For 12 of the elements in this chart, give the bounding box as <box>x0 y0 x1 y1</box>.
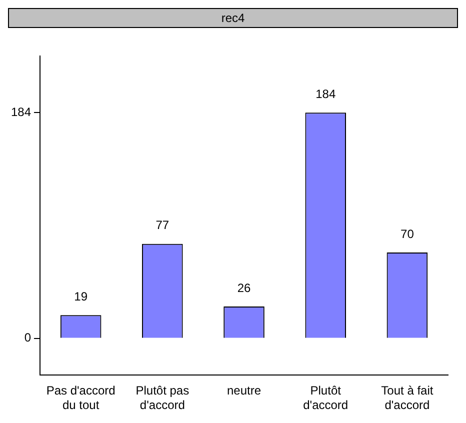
x-tick-label: Plutôt pas d'accord <box>136 384 190 412</box>
x-tick-label: neutre <box>226 384 262 398</box>
x-tick-label: Plutôt d'accord <box>303 384 348 412</box>
data-label: 70 <box>400 226 414 241</box>
x-tick-label: Tout à fait d'accord <box>381 384 434 412</box>
x-tick-label: Pas d'accord du tout <box>46 384 116 412</box>
data-label: 184 <box>316 86 336 101</box>
data-label: 26 <box>237 280 252 295</box>
y-tick-label: 0 <box>24 330 32 345</box>
data-label: 77 <box>156 218 170 232</box>
chart-title: rec4 <box>8 8 458 28</box>
data-label: 19 <box>74 289 88 304</box>
